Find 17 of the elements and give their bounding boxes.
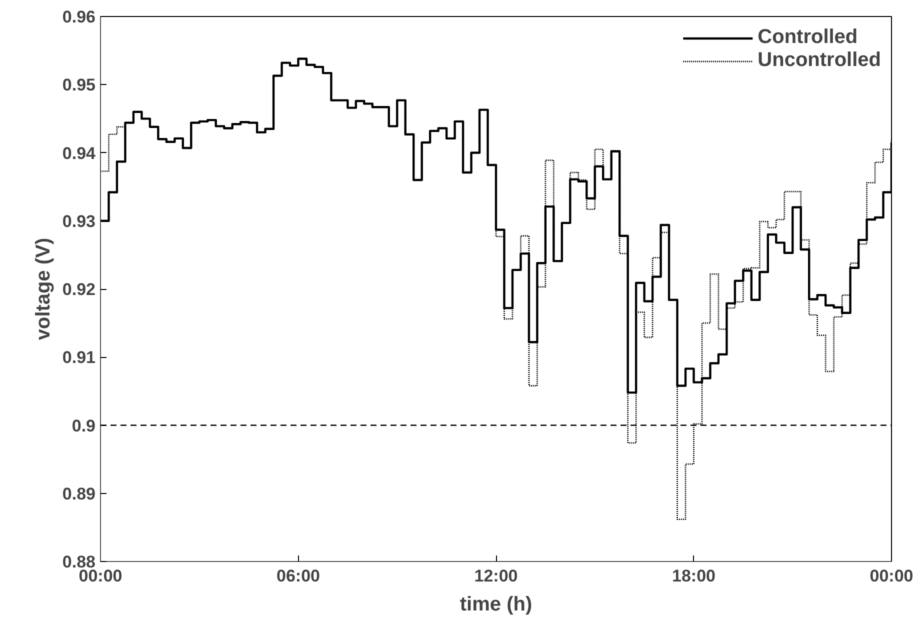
y-tick-label: 0.91: [62, 348, 96, 368]
y-tick-label: 0.9: [72, 416, 96, 436]
x-tick-label: 18:00: [672, 566, 716, 586]
y-tick-label: 0.95: [62, 76, 96, 95]
x-tick-label: 12:00: [474, 566, 518, 586]
legend-label: Uncontrolled: [758, 49, 881, 72]
y-tick-label: 0.92: [62, 280, 96, 299]
y-tick-label: 0.93: [62, 212, 96, 231]
x-axis-title: time (h): [460, 594, 532, 616]
x-tick-label: 06:00: [276, 566, 320, 586]
y-axis-title: voltage (V): [32, 238, 54, 340]
y-tick-label: 0.96: [62, 8, 96, 26]
y-tick-label: 0.89: [62, 484, 96, 504]
x-tick-label: 00:00: [870, 566, 914, 586]
legend-label: Controlled: [758, 26, 858, 49]
x-tick-label: 00:00: [78, 566, 122, 586]
y-tick-label: 0.94: [62, 144, 96, 163]
